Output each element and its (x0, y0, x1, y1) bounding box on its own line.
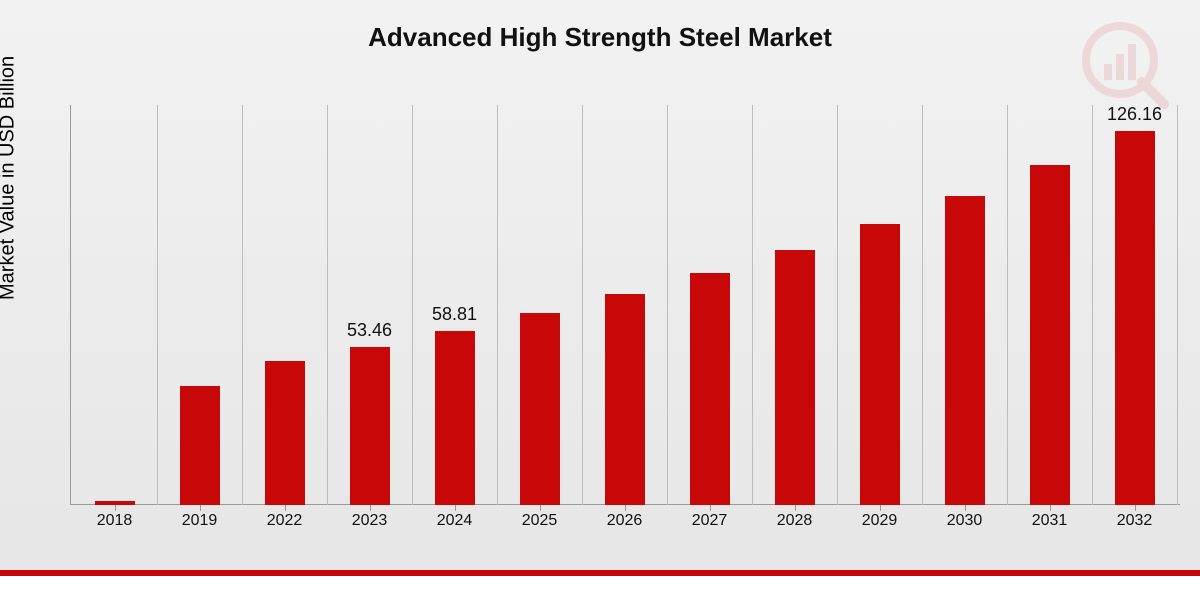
gridline (412, 105, 413, 505)
x-tick-mark (965, 505, 966, 511)
bar (520, 313, 560, 505)
chart-title: Advanced High Strength Steel Market (0, 22, 1200, 53)
bar (180, 386, 220, 505)
x-tick-label: 2028 (777, 512, 813, 530)
x-tick-label: 2018 (97, 512, 133, 530)
gridline (327, 105, 328, 505)
gridline (242, 105, 243, 505)
bar (945, 196, 985, 505)
x-tick-label: 2032 (1117, 512, 1153, 530)
x-tick-mark (200, 505, 201, 511)
y-axis-label: Market Value in USD Billion (0, 56, 20, 300)
plot-area: 53.46 58.81 126.16 (70, 105, 1180, 505)
x-tick-mark (710, 505, 711, 511)
x-tick-mark (880, 505, 881, 511)
gridline (157, 105, 158, 505)
bar (1030, 165, 1070, 505)
gridline (497, 105, 498, 505)
gridline (582, 105, 583, 505)
x-tick-label: 2019 (182, 512, 218, 530)
x-tick-label: 2023 (352, 512, 388, 530)
bar (435, 331, 475, 505)
bar (265, 361, 305, 505)
x-tick-mark (370, 505, 371, 511)
gridline (837, 105, 838, 505)
gridline (922, 105, 923, 505)
x-tick-mark (455, 505, 456, 511)
bar (690, 273, 730, 505)
x-tick-mark (1135, 505, 1136, 511)
x-tick-label: 2026 (607, 512, 643, 530)
x-tick-label: 2029 (862, 512, 898, 530)
bar (605, 294, 645, 505)
gridline (1007, 105, 1008, 505)
x-tick-mark (1050, 505, 1051, 511)
x-tick-label: 2031 (1032, 512, 1068, 530)
chart-region: Advanced High Strength Steel Market Mark… (0, 0, 1200, 570)
x-tick-mark (115, 505, 116, 511)
bar-value-label: 126.16 (1107, 104, 1162, 125)
gridline (1177, 105, 1178, 505)
x-tick-mark (285, 505, 286, 511)
bar (860, 224, 900, 505)
y-axis-line (70, 105, 71, 505)
watermark-logo (1080, 20, 1170, 115)
bar-value-label: 53.46 (347, 320, 392, 341)
bar-value-label: 58.81 (432, 304, 477, 325)
x-tick-label: 2030 (947, 512, 983, 530)
gridline (667, 105, 668, 505)
bar (1115, 131, 1155, 505)
bar (775, 250, 815, 505)
x-tick-mark (625, 505, 626, 511)
bar (350, 347, 390, 505)
x-tick-label: 2027 (692, 512, 728, 530)
x-tick-mark (795, 505, 796, 511)
x-tick-label: 2025 (522, 512, 558, 530)
x-tick-label: 2022 (267, 512, 303, 530)
bottom-accent-strip (0, 570, 1200, 600)
gridline (752, 105, 753, 505)
x-tick-label: 2024 (437, 512, 473, 530)
x-tick-mark (540, 505, 541, 511)
gridline (1092, 105, 1093, 505)
